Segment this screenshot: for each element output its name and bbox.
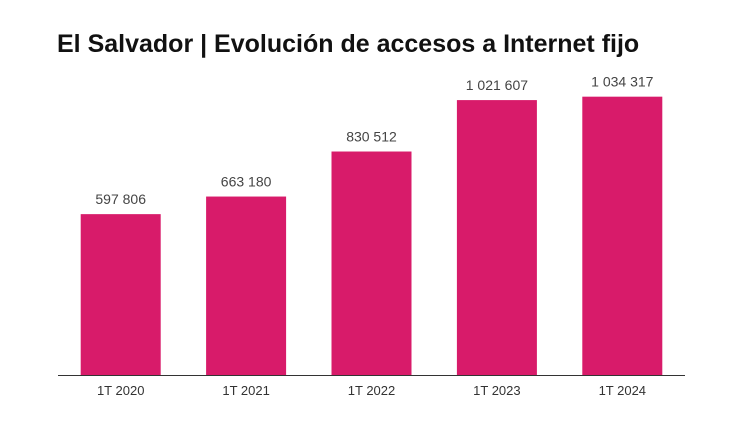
x-tick-label: 1T 2024 bbox=[599, 383, 646, 398]
data-label: 1 021 607 bbox=[466, 77, 528, 93]
x-tick-label: 1T 2022 bbox=[348, 383, 395, 398]
data-label: 830 512 bbox=[346, 129, 397, 145]
data-label: 597 806 bbox=[95, 191, 146, 207]
chart-title: El Salvador | Evolución de accesos a Int… bbox=[57, 30, 640, 58]
bar bbox=[456, 100, 537, 375]
bar bbox=[80, 214, 161, 375]
x-tick-label: 1T 2021 bbox=[222, 383, 269, 398]
bar bbox=[331, 151, 412, 375]
x-tick-label: 1T 2020 bbox=[97, 383, 144, 398]
value-labels-layer: 597 806 663 180 830 512 1 021 607 1 034 317 bbox=[95, 74, 653, 207]
bar bbox=[206, 196, 287, 375]
bar bbox=[582, 96, 663, 376]
x-tick-labels-layer: 1T 2020 1T 2021 1T 2022 1T 2023 1T 2024 bbox=[97, 383, 646, 398]
x-tick-label: 1T 2023 bbox=[473, 383, 520, 398]
data-label: 663 180 bbox=[221, 174, 272, 190]
bars-layer bbox=[80, 96, 663, 376]
data-label: 1 034 317 bbox=[591, 74, 653, 90]
